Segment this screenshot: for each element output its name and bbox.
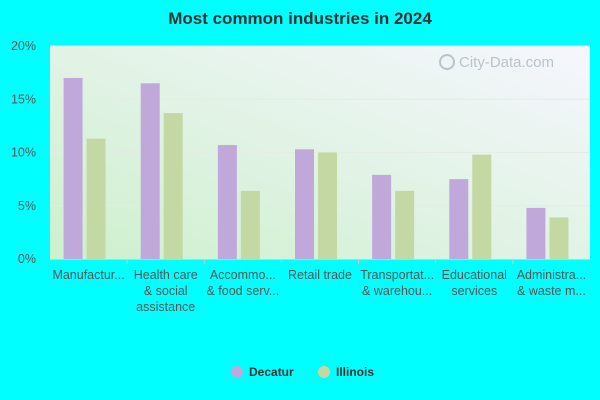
bar-decatur[interactable] bbox=[217, 145, 237, 259]
x-tick-label: Manufactur... bbox=[52, 268, 124, 282]
y-tick-label: 0% bbox=[18, 252, 36, 266]
y-tick-label: 5% bbox=[18, 199, 36, 213]
y-axis: 0% 5% 10% 15% 20% bbox=[11, 39, 36, 266]
bar-decatur[interactable] bbox=[449, 179, 469, 259]
x-tick-label: Accommo... & food serv... bbox=[206, 268, 279, 298]
x-axis: Manufactur... Health care & social assistan… bbox=[52, 260, 586, 314]
watermark-text: City-Data.com bbox=[459, 54, 554, 71]
bar-illinois[interactable] bbox=[549, 217, 569, 259]
bar-illinois[interactable] bbox=[240, 190, 260, 259]
bar-illinois[interactable] bbox=[472, 154, 492, 259]
x-tick-label: Transportat... & warehou... bbox=[360, 268, 434, 298]
bar-decatur[interactable] bbox=[295, 149, 314, 259]
bar-decatur[interactable] bbox=[526, 207, 546, 259]
x-tick-label: Health care & social assistance bbox=[134, 268, 198, 314]
bar-illinois[interactable] bbox=[86, 138, 106, 259]
bar-decatur[interactable] bbox=[140, 83, 160, 260]
bar-illinois[interactable] bbox=[318, 152, 337, 260]
watermark-icon bbox=[439, 54, 455, 70]
legend-label-decatur: Decatur bbox=[249, 365, 294, 379]
x-tick-label: Educational services bbox=[442, 268, 507, 298]
legend-label-illinois: Illinois bbox=[336, 365, 374, 379]
y-tick-label: 15% bbox=[11, 92, 36, 106]
bar-illinois[interactable] bbox=[395, 190, 415, 259]
x-tick-label: Retail trade bbox=[288, 268, 352, 282]
y-tick-label: 20% bbox=[11, 39, 36, 53]
bars bbox=[63, 77, 569, 260]
legend-swatch-illinois bbox=[318, 366, 330, 378]
x-tick-label: Administra... & waste m... bbox=[517, 268, 586, 298]
chart-title: Most common industries in 2024 bbox=[168, 9, 432, 28]
y-tick-label: 10% bbox=[11, 146, 36, 160]
legend: Decatur Illinois bbox=[231, 365, 374, 379]
legend-swatch-decatur bbox=[231, 366, 243, 378]
bar-decatur[interactable] bbox=[63, 77, 83, 259]
bar-decatur[interactable] bbox=[372, 174, 392, 259]
watermark: City-Data.com bbox=[439, 54, 554, 71]
bar-illinois[interactable] bbox=[163, 113, 183, 259]
